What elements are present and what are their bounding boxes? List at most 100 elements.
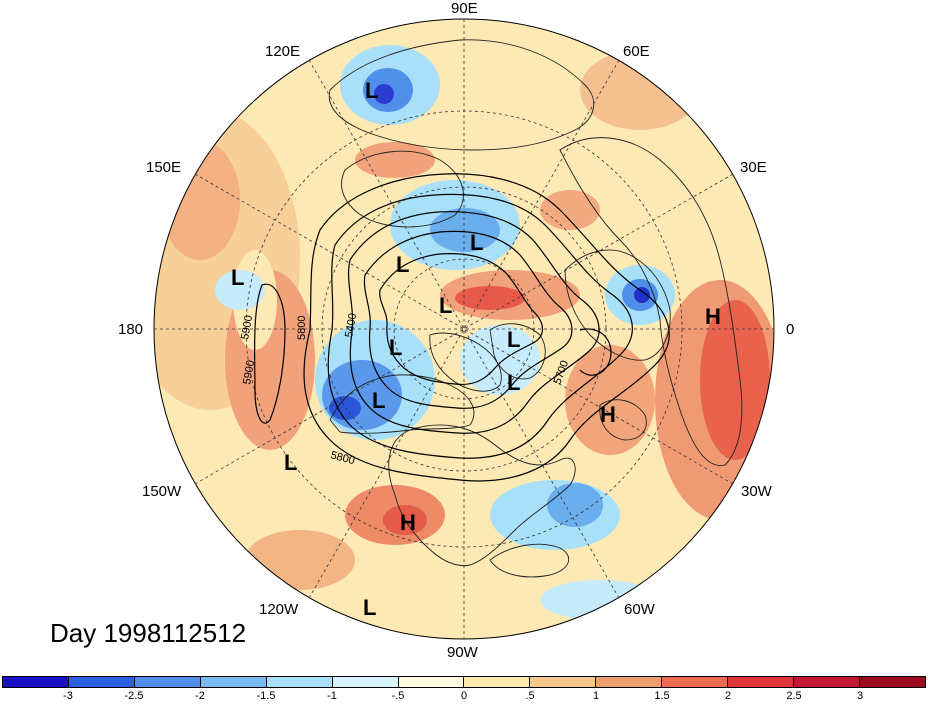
colorbar-tick-label: 1: [592, 690, 600, 702]
siberia-outline: [341, 150, 464, 228]
low-pressure-marker: L: [396, 252, 409, 277]
colorbar-segment: [3, 677, 69, 687]
colorbar-segment: [859, 677, 925, 687]
high-pressure-marker: H: [400, 510, 416, 535]
colorbar-segment: [596, 677, 663, 687]
hudson-bay-outline: [429, 332, 502, 392]
contour-label: 5900: [239, 314, 255, 340]
colorbar-tick-label: 2.5: [786, 690, 802, 702]
colorbar: [2, 676, 926, 688]
anomaly-warm-atlantic: [565, 345, 655, 455]
lon-label-120w: 120W: [259, 601, 299, 618]
base-field: [154, 19, 774, 639]
colorbar-tick-label: -1.5: [256, 690, 276, 702]
contour-label: 5900: [241, 359, 257, 385]
contour-5400: [379, 253, 544, 386]
low-pressure-marker: L: [284, 450, 297, 475]
anomaly-coldest-top: [374, 84, 394, 104]
colorbar-segment: [464, 677, 531, 687]
high-pressure-marker: H: [600, 402, 616, 427]
low-pressure-marker: L: [365, 78, 378, 103]
low-pressure-marker: L: [372, 388, 385, 413]
colorbar-segment: [662, 677, 729, 687]
colorbar-tick-label: .5: [525, 690, 535, 702]
colorbar-segment: [332, 677, 399, 687]
colorbar-tick-label: -.5: [391, 690, 405, 702]
colorbar-segment: [68, 677, 135, 687]
colorbar-tick-label: -2.5: [124, 690, 144, 702]
colorbar-tick-label: -3: [63, 690, 73, 702]
meridian-60e-120w: [308, 59, 620, 599]
colorbar-segment: [200, 677, 267, 687]
low-pressure-marker: L: [363, 595, 376, 620]
lon-label-60e: 60E: [623, 43, 650, 60]
anomaly-coldest-europe: [634, 287, 650, 303]
colorbar-segment: [794, 677, 860, 687]
contour-5900: [253, 283, 286, 424]
contour-5600: [347, 211, 600, 434]
anomaly-warm-sw: [245, 530, 355, 590]
height-contours: [253, 173, 670, 482]
coastlines: [328, 39, 743, 578]
colorbar-tick-label: 0: [460, 690, 468, 702]
lon-label-150w: 150W: [142, 483, 182, 500]
colorbar-tick-label: 1.5: [654, 690, 670, 702]
lon-label-60w: 60W: [624, 601, 656, 618]
lon-label-150e: 150E: [146, 159, 181, 176]
colorbar-segment: [530, 677, 597, 687]
low-pressure-marker: L: [439, 293, 452, 318]
longitude-labels: 90E 120E 60E 150E 30E 180 0 150W 30W 120…: [118, 0, 794, 661]
colorbar-tick-label: 2: [724, 690, 732, 702]
iceland-uk-outline: [599, 399, 647, 441]
colorbar-segment: [266, 677, 333, 687]
lon-label-90w: 90W: [447, 644, 479, 661]
low-pressure-marker: L: [470, 230, 483, 255]
colorbar-labels: -3 -2.5 -2 -1.5 -1 -.5 0 .5 1 1.5 2 2.5 3: [0, 690, 928, 704]
anomaly-field: [154, 19, 774, 639]
anomaly-cold-pacific: [215, 270, 265, 310]
high-pressure-marker: H: [705, 304, 721, 329]
contour-5700-east: [579, 328, 612, 376]
colorbar-segment: [398, 677, 465, 687]
meridian-30e-150w: [194, 173, 734, 485]
colorbar-segment: [134, 677, 201, 687]
contour-5700: [327, 193, 633, 459]
meridian-120e-60w: [308, 59, 620, 599]
lon-label-120e: 120E: [265, 43, 300, 60]
contour-labels: 5900 5900 5800 5400 5700 5800: [239, 312, 571, 467]
anomaly-warm-ne: [580, 50, 700, 130]
lon-label-180: 180: [118, 321, 143, 338]
caribbean-outline: [489, 543, 570, 578]
anomaly-hot-east: [700, 300, 770, 460]
colorbar-tick-label: 3: [856, 690, 864, 702]
africa-eurasia-outline: [559, 137, 743, 466]
europe-outline: [564, 249, 671, 361]
anomaly-colder-central: [430, 208, 500, 252]
asia-outline: [328, 39, 595, 151]
anomaly-warm-siberia: [355, 142, 435, 178]
alaska-canada-outline: [329, 374, 475, 434]
contour-label: 5400: [343, 312, 359, 338]
anomaly-warm-nw: [160, 140, 240, 260]
contour-label: 5800: [296, 316, 308, 340]
day-label: Day 1998112512: [50, 618, 247, 648]
low-pressure-marker: L: [231, 265, 244, 290]
greenland-outline: [489, 323, 546, 380]
pressure-centers: L L L L L L L L L L L H H H: [231, 78, 721, 620]
anomaly-hot-arctic: [455, 286, 525, 310]
colorbar-tick-label: -1: [327, 690, 337, 702]
anomaly-colder-alaska: [322, 360, 402, 430]
low-pressure-marker: L: [507, 370, 520, 395]
north-america-south-outline: [388, 424, 576, 567]
lon-label-90e: 90E: [451, 0, 478, 17]
anomaly-cold-canada: [460, 325, 540, 395]
lon-label-0: 0: [786, 321, 794, 338]
lon-label-30e: 30E: [740, 159, 767, 176]
colorbar-segment: [728, 677, 795, 687]
low-pressure-marker: L: [507, 327, 520, 352]
anomaly-colder-atlantic: [547, 483, 603, 527]
anomaly-warm-north: [540, 190, 600, 230]
contour-5500: [363, 230, 573, 409]
lon-label-30w: 30W: [741, 483, 773, 500]
